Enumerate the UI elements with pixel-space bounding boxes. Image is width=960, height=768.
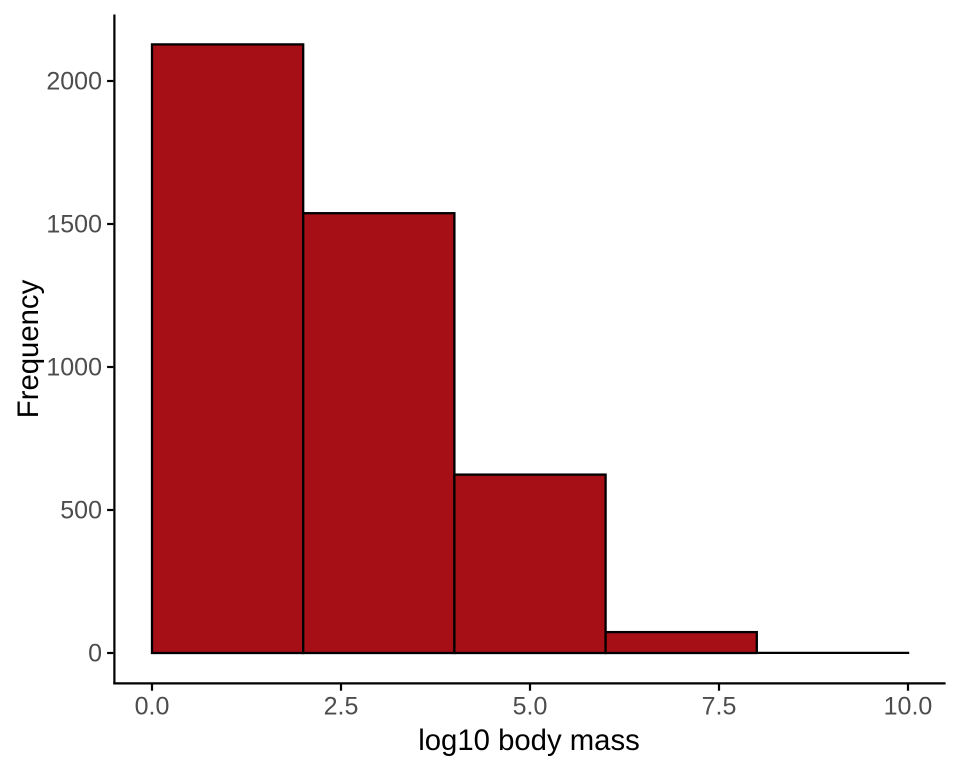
svg-text:10.0: 10.0 [884, 693, 933, 721]
svg-text:log10 body mass: log10 body mass [418, 724, 640, 757]
svg-text:5.0: 5.0 [513, 693, 548, 721]
svg-text:7.5: 7.5 [702, 693, 737, 721]
svg-text:2000: 2000 [46, 68, 102, 96]
svg-text:2.5: 2.5 [324, 693, 359, 721]
svg-text:0: 0 [88, 640, 102, 668]
svg-text:1000: 1000 [46, 354, 102, 382]
svg-text:0.0: 0.0 [135, 693, 170, 721]
svg-text:1500: 1500 [46, 211, 102, 239]
svg-text:500: 500 [60, 497, 102, 525]
svg-text:Frequency: Frequency [12, 279, 45, 418]
